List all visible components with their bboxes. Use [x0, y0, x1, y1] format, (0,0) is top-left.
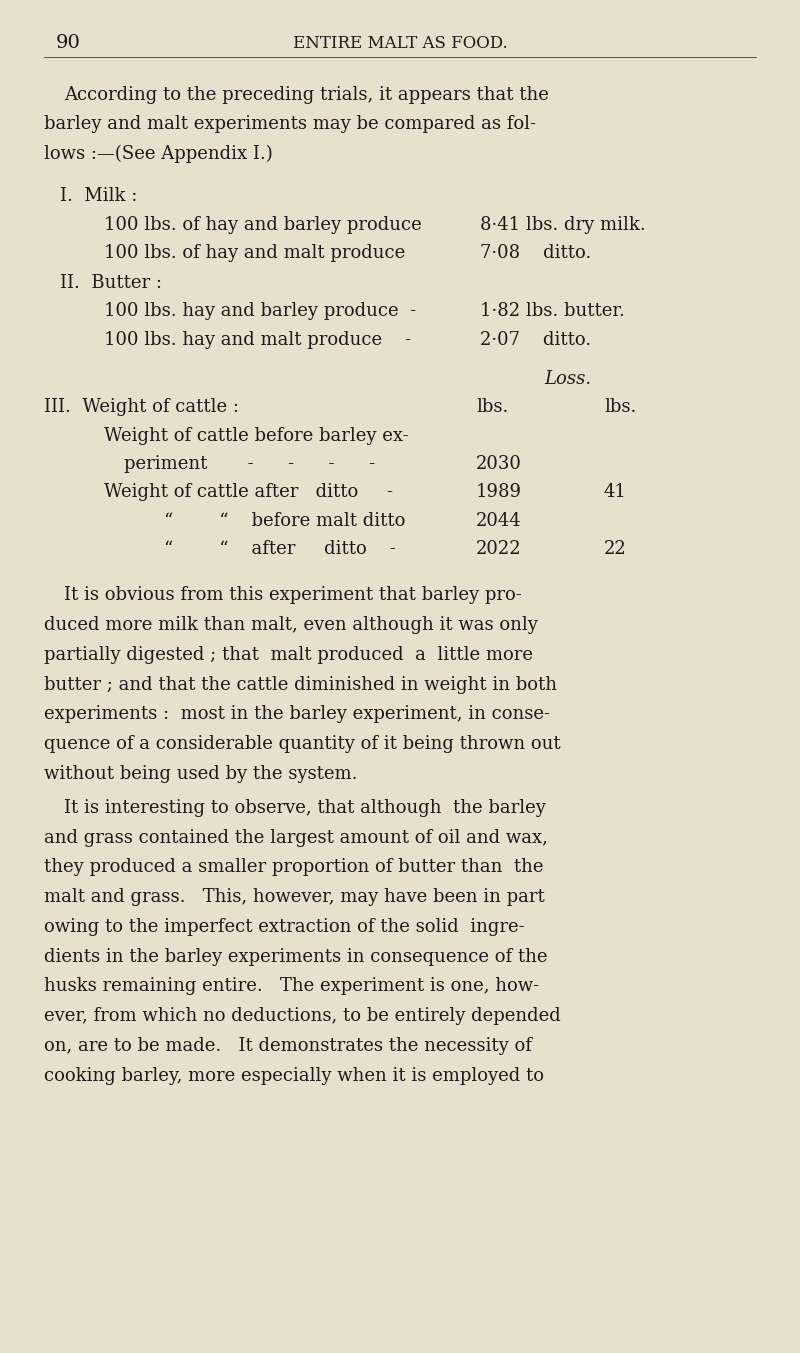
Text: 22: 22	[604, 540, 626, 559]
Text: Weight of cattle after   ditto     -: Weight of cattle after ditto -	[104, 483, 393, 502]
Text: 1989: 1989	[476, 483, 522, 502]
Text: malt and grass.   This, however, may have been in part: malt and grass. This, however, may have …	[44, 888, 545, 907]
Text: and grass contained the largest amount of oil and wax,: and grass contained the largest amount o…	[44, 828, 548, 847]
Text: 100 lbs. hay and malt produce    -: 100 lbs. hay and malt produce -	[104, 330, 411, 349]
Text: 1·82 lbs. butter.: 1·82 lbs. butter.	[480, 302, 625, 321]
Text: It is interesting to observe, that although  the barley: It is interesting to observe, that altho…	[64, 798, 546, 817]
Text: cooking barley, more especially when it is employed to: cooking barley, more especially when it …	[44, 1066, 544, 1085]
Text: 100 lbs. of hay and barley produce: 100 lbs. of hay and barley produce	[104, 215, 422, 234]
Text: ever, from which no deductions, to be entirely depended: ever, from which no deductions, to be en…	[44, 1007, 561, 1026]
Text: 100 lbs. hay and barley produce  -: 100 lbs. hay and barley produce -	[104, 302, 416, 321]
Text: 2044: 2044	[476, 511, 522, 530]
Text: II.  Butter :: II. Butter :	[60, 273, 162, 292]
Text: without being used by the system.: without being used by the system.	[44, 764, 358, 783]
Text: lbs.: lbs.	[476, 398, 508, 417]
Text: Weight of cattle before barley ex-: Weight of cattle before barley ex-	[104, 426, 409, 445]
Text: 100 lbs. of hay and malt produce: 100 lbs. of hay and malt produce	[104, 244, 406, 262]
Text: quence of a considerable quantity of it being thrown out: quence of a considerable quantity of it …	[44, 735, 561, 754]
Text: experiments :  most in the barley experiment, in conse-: experiments : most in the barley experim…	[44, 705, 550, 724]
Text: 7·08    ditto.: 7·08 ditto.	[480, 244, 591, 262]
Text: periment       -      -      -      -: periment - - - -	[124, 455, 375, 474]
Text: husks remaining entire.   The experiment is one, how-: husks remaining entire. The experiment i…	[44, 977, 539, 996]
Text: lbs.: lbs.	[604, 398, 636, 417]
Text: “        “    after     ditto    -: “ “ after ditto -	[164, 540, 396, 559]
Text: dients in the barley experiments in consequence of the: dients in the barley experiments in cons…	[44, 947, 547, 966]
Text: they produced a smaller proportion of butter than  the: they produced a smaller proportion of bu…	[44, 858, 543, 877]
Text: 41: 41	[604, 483, 627, 502]
Text: III.  Weight of cattle :: III. Weight of cattle :	[44, 398, 239, 417]
Text: “        “    before malt ditto: “ “ before malt ditto	[164, 511, 406, 530]
Text: 8·41 lbs. dry milk.: 8·41 lbs. dry milk.	[480, 215, 646, 234]
Text: 2022: 2022	[476, 540, 522, 559]
Text: partially digested ; that  malt produced  a  little more: partially digested ; that malt produced …	[44, 645, 533, 664]
Text: barley and malt experiments may be compared as fol-: barley and malt experiments may be compa…	[44, 115, 536, 134]
Text: 90: 90	[56, 34, 81, 53]
Text: on, are to be made.   It demonstrates the necessity of: on, are to be made. It demonstrates the …	[44, 1036, 532, 1055]
Text: According to the preceding trials, it appears that the: According to the preceding trials, it ap…	[64, 85, 549, 104]
Text: ENTIRE MALT AS FOOD.: ENTIRE MALT AS FOOD.	[293, 35, 507, 51]
Text: I.  Milk :: I. Milk :	[60, 187, 138, 206]
Text: 2·07    ditto.: 2·07 ditto.	[480, 330, 591, 349]
Text: duced more milk than malt, even although it was only: duced more milk than malt, even although…	[44, 616, 538, 635]
Text: butter ; and that the cattle diminished in weight in both: butter ; and that the cattle diminished …	[44, 675, 557, 694]
Text: owing to the imperfect extraction of the solid  ingre-: owing to the imperfect extraction of the…	[44, 917, 525, 936]
Text: It is obvious from this experiment that barley pro-: It is obvious from this experiment that …	[64, 586, 522, 605]
Text: 2030: 2030	[476, 455, 522, 474]
Text: lows :—(See Appendix I.): lows :—(See Appendix I.)	[44, 145, 273, 164]
Text: Loss.: Loss.	[544, 369, 591, 388]
